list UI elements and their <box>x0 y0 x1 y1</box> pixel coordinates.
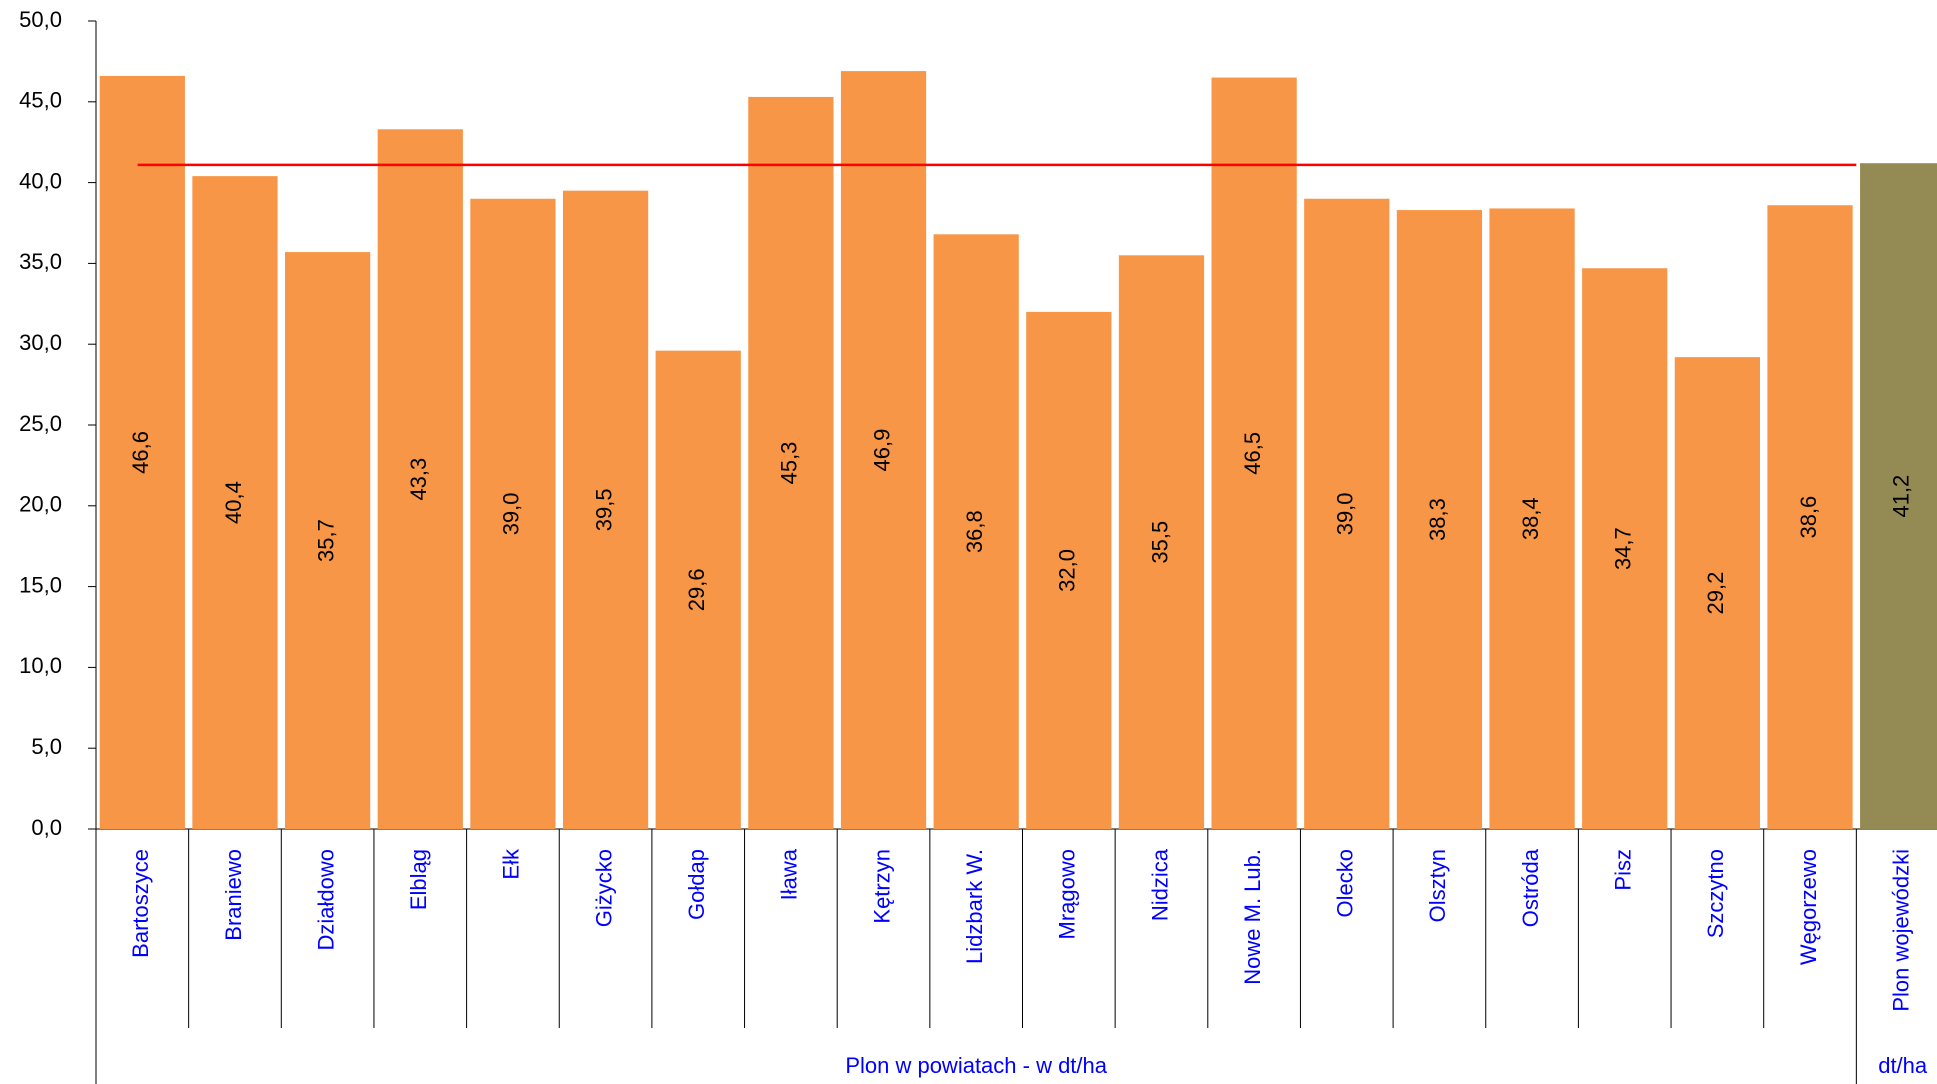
x-tick-label: Ostróda <box>1518 848 1543 927</box>
data-label: 39,0 <box>1333 492 1358 535</box>
x-tick-label: Plon wojewódzki <box>1888 849 1913 1012</box>
data-label: 46,5 <box>1240 432 1265 475</box>
data-label: 39,0 <box>499 492 524 535</box>
data-label: 38,4 <box>1518 497 1543 540</box>
x-tick-label: Olecko <box>1333 849 1358 917</box>
x-tick-label: Gołdap <box>684 849 709 920</box>
data-label: 46,6 <box>128 431 153 474</box>
group-label: dt/ha <box>1878 1053 1928 1078</box>
y-tick-label: 45,0 <box>19 88 62 113</box>
bar <box>377 129 463 830</box>
data-label: 40,4 <box>221 481 246 524</box>
data-label: 46,9 <box>869 429 894 472</box>
bar <box>1489 208 1575 829</box>
data-label: 36,8 <box>962 510 987 553</box>
group-label: Plon w powiatach - w dt/ha <box>845 1053 1107 1078</box>
data-label: 38,3 <box>1425 498 1450 541</box>
data-label: 43,3 <box>406 458 431 501</box>
x-tick-label: Kętrzyn <box>869 849 894 924</box>
bar <box>562 190 649 829</box>
x-tick-label: Olsztyn <box>1425 849 1450 922</box>
data-label: 34,7 <box>1611 527 1636 570</box>
x-tick-label: Nidzica <box>1147 848 1172 921</box>
y-tick-label: 10,0 <box>19 653 62 678</box>
x-tick-label: Pisz <box>1611 849 1636 891</box>
bar <box>192 176 278 830</box>
y-tick-label: 15,0 <box>19 572 62 597</box>
x-tick-label: Bartoszyce <box>128 849 153 958</box>
bar <box>470 198 556 829</box>
bar <box>1118 255 1205 829</box>
bar <box>1860 163 1937 829</box>
data-label: 41,2 <box>1888 475 1913 518</box>
x-tick-label: Elbląg <box>406 849 431 910</box>
y-tick-label: 0,0 <box>31 815 62 840</box>
data-label: 45,3 <box>777 442 802 485</box>
bar <box>1767 205 1853 829</box>
x-tick-label: Mrągowo <box>1055 849 1080 939</box>
data-label: 38,6 <box>1796 496 1821 539</box>
x-tick-label: Giżycko <box>591 849 616 927</box>
x-tick-label: Iława <box>777 848 802 900</box>
bar <box>285 252 371 829</box>
x-tick-label: Szczytno <box>1703 849 1728 938</box>
data-label: 39,5 <box>591 488 616 531</box>
bar <box>99 75 185 830</box>
bar <box>933 234 1019 829</box>
bar <box>655 350 741 829</box>
bar <box>1582 268 1668 829</box>
y-tick-label: 40,0 <box>19 168 62 193</box>
data-label: 32,0 <box>1055 549 1080 592</box>
x-tick-label: Lidzbark W. <box>962 849 987 964</box>
bar <box>1674 357 1760 829</box>
data-label: 35,5 <box>1147 521 1172 564</box>
x-tick-label: Działdowo <box>313 849 338 951</box>
data-label: 29,6 <box>684 568 709 611</box>
y-tick-label: 35,0 <box>19 249 62 274</box>
bar <box>1304 198 1390 829</box>
y-tick-label: 25,0 <box>19 411 62 436</box>
y-tick-label: 30,0 <box>19 330 62 355</box>
x-tick-label: Węgorzewo <box>1796 849 1821 965</box>
bar <box>1396 210 1483 829</box>
data-label: 35,7 <box>313 519 338 562</box>
y-tick-label: 5,0 <box>31 734 62 759</box>
bar <box>1211 77 1297 829</box>
bar <box>840 71 927 829</box>
bar <box>748 96 834 829</box>
bar <box>1026 311 1112 829</box>
x-tick-label: Nowe M. Lub. <box>1240 849 1265 985</box>
y-tick-label: 50,0 <box>19 7 62 32</box>
y-tick-label: 20,0 <box>19 492 62 517</box>
x-tick-label: Ełk <box>499 848 524 880</box>
data-label: 29,2 <box>1703 572 1728 615</box>
x-tick-label: Braniewo <box>221 849 246 941</box>
